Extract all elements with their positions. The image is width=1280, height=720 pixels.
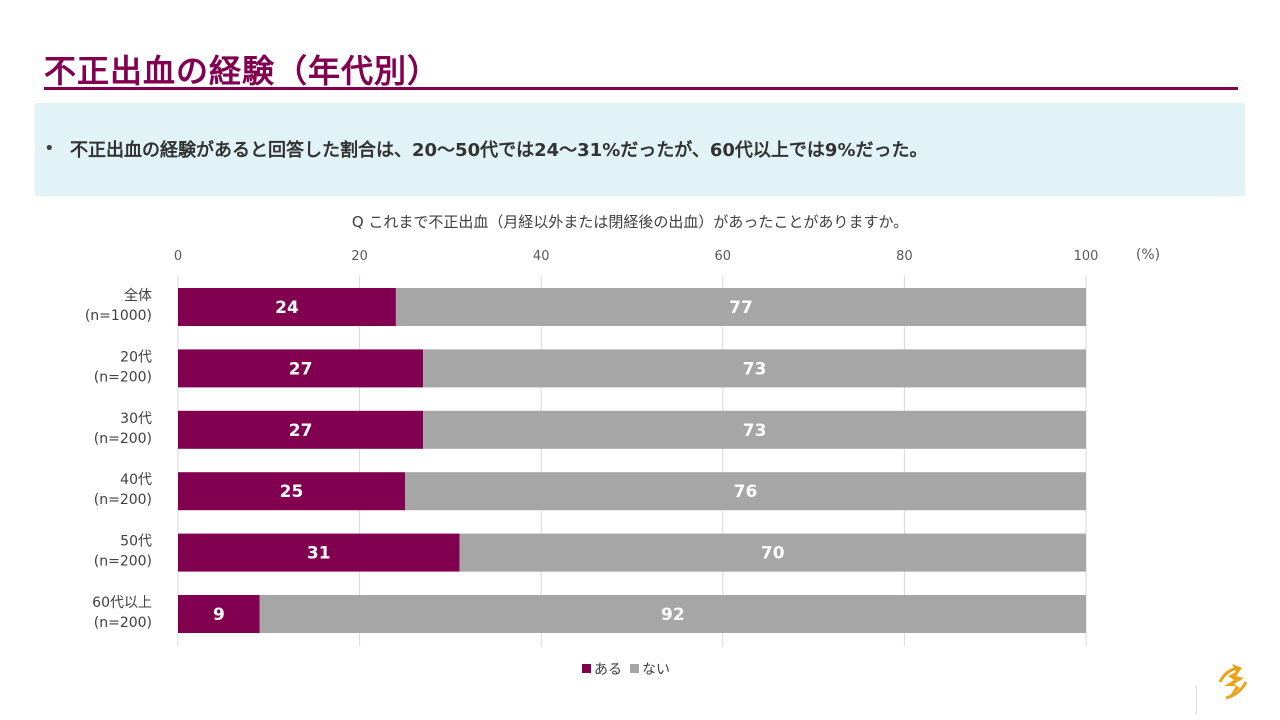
- chart-title: Q これまで不正出血（月経以外または閉経後の出血）があったことがありますか。: [351, 213, 909, 231]
- bar-yes: [178, 288, 396, 326]
- category-n-label: (n=200): [94, 615, 152, 631]
- data-label: 73: [743, 421, 767, 441]
- bar-no: [405, 472, 1086, 511]
- title-divider: [44, 87, 1238, 90]
- category-n-label: (n=200): [94, 369, 152, 385]
- bar-no: [395, 288, 1086, 326]
- bar-yes: [178, 472, 405, 511]
- data-label: 9: [213, 605, 225, 625]
- bar-no: [459, 533, 1087, 572]
- data-label: 27: [289, 421, 313, 441]
- bar-no: [423, 349, 1086, 388]
- category-n-label: (n=200): [94, 492, 152, 508]
- x-tick-label: 40: [533, 249, 550, 264]
- summary-bullet: •: [44, 138, 55, 159]
- legend-label: ない: [642, 662, 670, 678]
- bar-no: [423, 410, 1086, 449]
- summary-text: 不正出血の経験があると回答した割合は、20〜50代では24〜31%だったが、60…: [70, 140, 928, 161]
- company-logo-icon: [1218, 664, 1248, 700]
- unit-label: (%): [1136, 247, 1160, 263]
- category-label: 全体: [124, 287, 152, 304]
- data-label: 73: [743, 359, 767, 379]
- page-title: 不正出血の経験（年代別）: [44, 52, 441, 90]
- data-label: 70: [761, 544, 785, 564]
- category-label: 20代: [120, 349, 152, 365]
- x-tick-label: 80: [896, 249, 913, 264]
- data-label: 25: [280, 482, 304, 502]
- category-label: 50代: [120, 534, 152, 550]
- bar-yes: [178, 595, 260, 633]
- bar-yes: [178, 349, 424, 388]
- x-tick-label: 100: [1074, 249, 1099, 264]
- footer-divider: [1196, 686, 1197, 714]
- legend-swatch: [630, 664, 639, 673]
- data-label: 76: [734, 482, 758, 502]
- legend-label: ある: [594, 662, 622, 678]
- x-tick-label: 20: [351, 249, 368, 264]
- summary-box: [35, 103, 1245, 196]
- data-label: 27: [289, 359, 313, 379]
- data-label: 92: [661, 605, 685, 625]
- category-n-label: (n=1000): [85, 308, 152, 324]
- category-label: 60代以上: [92, 595, 152, 611]
- bar-no: [259, 595, 1087, 633]
- bar-yes: [178, 533, 460, 572]
- category-n-label: (n=200): [94, 431, 152, 447]
- x-tick-label: 0: [174, 249, 182, 264]
- bar-yes: [178, 410, 424, 449]
- data-label: 77: [729, 298, 753, 318]
- legend-swatch: [582, 664, 591, 673]
- category-label: 30代: [120, 411, 152, 427]
- category-label: 40代: [120, 472, 152, 488]
- x-tick-label: 60: [715, 249, 732, 264]
- data-label: 31: [307, 544, 331, 564]
- data-label: 24: [275, 298, 299, 318]
- category-n-label: (n=200): [94, 554, 152, 570]
